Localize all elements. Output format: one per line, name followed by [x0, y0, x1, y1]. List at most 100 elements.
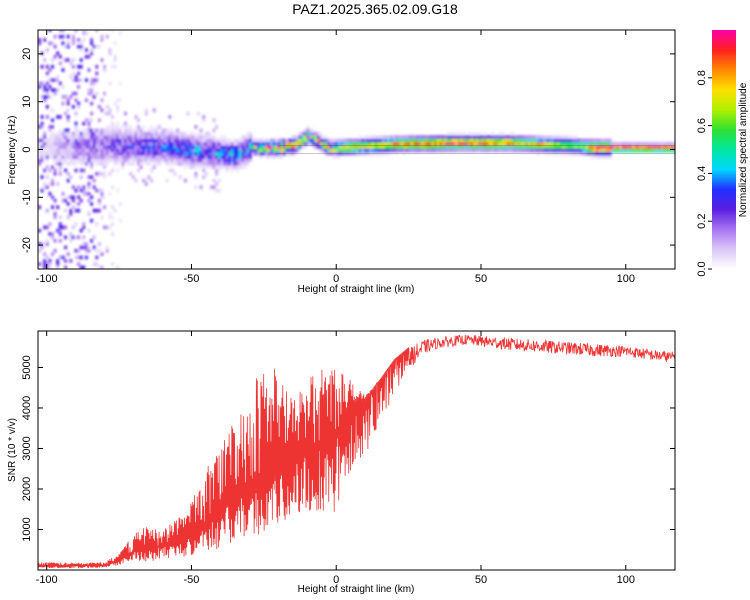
- spectrogram-cell: [332, 148, 336, 153]
- spectrogram-cell: [251, 138, 255, 143]
- spectrogram-cell: [580, 151, 583, 156]
- spectrogram-cell: [77, 71, 81, 76]
- spectrogram-cell: [225, 165, 229, 169]
- x-tick-label: -100: [36, 273, 58, 285]
- spectrogram-cell: [124, 158, 127, 163]
- spectrogram-cell: [663, 145, 667, 149]
- spectrogram-cell: [189, 155, 193, 159]
- spectrogram-cell: [249, 141, 253, 146]
- spectrogram-cell: [324, 135, 328, 139]
- spectrogram-cell: [366, 141, 370, 146]
- spectrogram-cell: [577, 148, 581, 153]
- spectrogram-cell: [71, 185, 75, 190]
- spectrogram-cell: [210, 158, 213, 163]
- spectrogram-cell: [152, 158, 156, 163]
- spectrogram-cell: [48, 182, 52, 186]
- spectrogram-cell: [38, 151, 41, 156]
- spectrogram-cell: [66, 101, 70, 106]
- spectrogram-cell: [69, 131, 73, 136]
- spectrogram-cell: [202, 161, 206, 166]
- spectrogram-cell: [634, 141, 638, 146]
- spectrogram-cell: [53, 78, 57, 82]
- spectrogram-cell: [183, 165, 187, 169]
- spectrogram-cell: [144, 141, 148, 146]
- spectrogram-cell: [613, 141, 617, 146]
- spectrogram-cell: [593, 145, 597, 149]
- spectrogram-cell: [460, 138, 464, 143]
- spectrogram-cell: [311, 131, 315, 136]
- spectrogram-cell: [40, 175, 44, 179]
- spectrogram-cell: [593, 138, 597, 143]
- spectrogram-cell: [473, 138, 477, 143]
- spectrogram-cell: [66, 141, 70, 146]
- spectrogram-cell: [58, 34, 62, 39]
- spectrogram-cell: [43, 98, 47, 103]
- spectrogram-cell: [92, 131, 96, 136]
- spectrogram-cell: [598, 151, 602, 156]
- spectrogram-cell: [332, 155, 336, 159]
- spectrogram-cell: [454, 131, 458, 136]
- spectrogram-cell: [382, 141, 385, 146]
- spectrogram-cell: [163, 148, 167, 153]
- spectrogram-cell: [632, 148, 636, 153]
- spectrogram-cell: [494, 148, 497, 153]
- spectrogram-cell: [554, 148, 557, 153]
- snr-y-axis-label: SNR (10 * v/v): [7, 418, 18, 482]
- spectrogram-cell: [454, 145, 458, 149]
- spectrogram-cell: [444, 141, 448, 146]
- spectrogram-cell: [392, 148, 396, 153]
- spectrogram-cell: [538, 145, 542, 149]
- spectrogram-cell: [108, 172, 112, 176]
- spectrogram-cell: [38, 38, 41, 42]
- spectrogram-cell: [108, 212, 112, 216]
- spectrogram-cell: [173, 131, 177, 136]
- spectrogram-cell: [606, 155, 610, 159]
- spectrogram-cell: [181, 155, 185, 159]
- spectrogram-cell: [538, 138, 542, 143]
- spectrogram-cell: [564, 141, 568, 146]
- spectrogram-cell: [170, 141, 174, 146]
- spectrogram-cell: [543, 135, 547, 139]
- spectrogram-cell: [564, 135, 568, 139]
- spectrogram-cell: [139, 135, 143, 139]
- snr-series-line: [38, 334, 675, 569]
- spectrogram-cell: [116, 151, 120, 156]
- spectrogram-cell: [142, 125, 146, 129]
- spectrogram-cell: [87, 158, 91, 163]
- spectrogram-cell: [296, 141, 299, 146]
- spectrogram-cell: [402, 151, 406, 156]
- spectrogram-cell: [580, 141, 583, 146]
- spectrogram-cell: [116, 108, 120, 113]
- spectrogram-cell: [178, 151, 182, 156]
- spectrogram-cell: [256, 138, 260, 143]
- spectrogram-cell: [512, 145, 516, 149]
- spectrogram-cell: [319, 141, 323, 146]
- spectrogram-cell: [332, 138, 336, 143]
- spectrogram-cell: [191, 145, 195, 149]
- spectrogram-cell: [51, 78, 54, 82]
- spectrogram-cell: [525, 138, 529, 143]
- spectrogram-cell: [77, 128, 81, 133]
- spectrogram-cell: [197, 155, 200, 159]
- spectrogram-cell: [329, 148, 333, 153]
- spectrogram-cell: [554, 145, 557, 149]
- spectrogram-cell: [194, 145, 198, 149]
- spectrogram-cell: [608, 141, 612, 146]
- spectrogram-cell: [139, 148, 143, 153]
- spectrogram-cell: [150, 155, 154, 159]
- spectrogram-cell: [165, 148, 169, 153]
- spectrogram-cell: [79, 48, 83, 52]
- spectrogram-cell: [324, 145, 328, 149]
- spectrogram-cell: [53, 172, 57, 176]
- spectrogram-cell: [408, 138, 411, 143]
- spectrogram-cell: [118, 141, 122, 146]
- spectrogram-cell: [415, 148, 419, 153]
- spectrogram-cell: [207, 151, 211, 156]
- spectrogram-cell: [582, 148, 586, 153]
- spectrogram-cell: [345, 151, 349, 156]
- spectrogram-cell: [621, 148, 625, 153]
- spectrogram-cell: [121, 148, 125, 153]
- spectrogram-cell: [77, 208, 81, 213]
- spectrogram-cell: [61, 192, 65, 196]
- spectrogram-cell: [118, 151, 122, 156]
